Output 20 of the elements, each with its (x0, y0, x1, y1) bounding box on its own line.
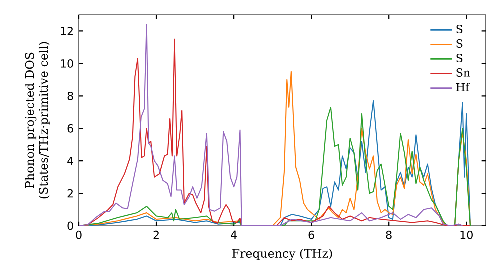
x-axis-title: Frequency (THz) (232, 248, 332, 260)
y-axis-title: Phonon projected DOS (States/THz·primitive cell) (25, 42, 50, 199)
legend-label: S (456, 25, 463, 34)
y-tick-label: 8 (68, 92, 74, 100)
x-tick-label: 0 (76, 230, 82, 240)
x-tick-label: 4 (231, 230, 237, 240)
legend-label: S (456, 54, 463, 62)
y-tick-label: 12 (61, 27, 73, 36)
x-tick-label: 2 (154, 230, 159, 240)
y-tick-label: 4 (68, 157, 74, 166)
x-tick-label: 10 (460, 230, 473, 240)
x-tick-label: 6 (308, 230, 314, 240)
legend-label: Hf (456, 83, 470, 92)
y-tick-label: 10 (61, 59, 74, 68)
x-tick-label: 8 (386, 230, 392, 240)
legend-label: Sn (456, 68, 470, 77)
y-tick-label: 2 (68, 189, 73, 198)
legend-label: S (456, 40, 463, 48)
y-tick-label: 6 (68, 124, 74, 133)
y-tick-label: 0 (68, 222, 74, 230)
